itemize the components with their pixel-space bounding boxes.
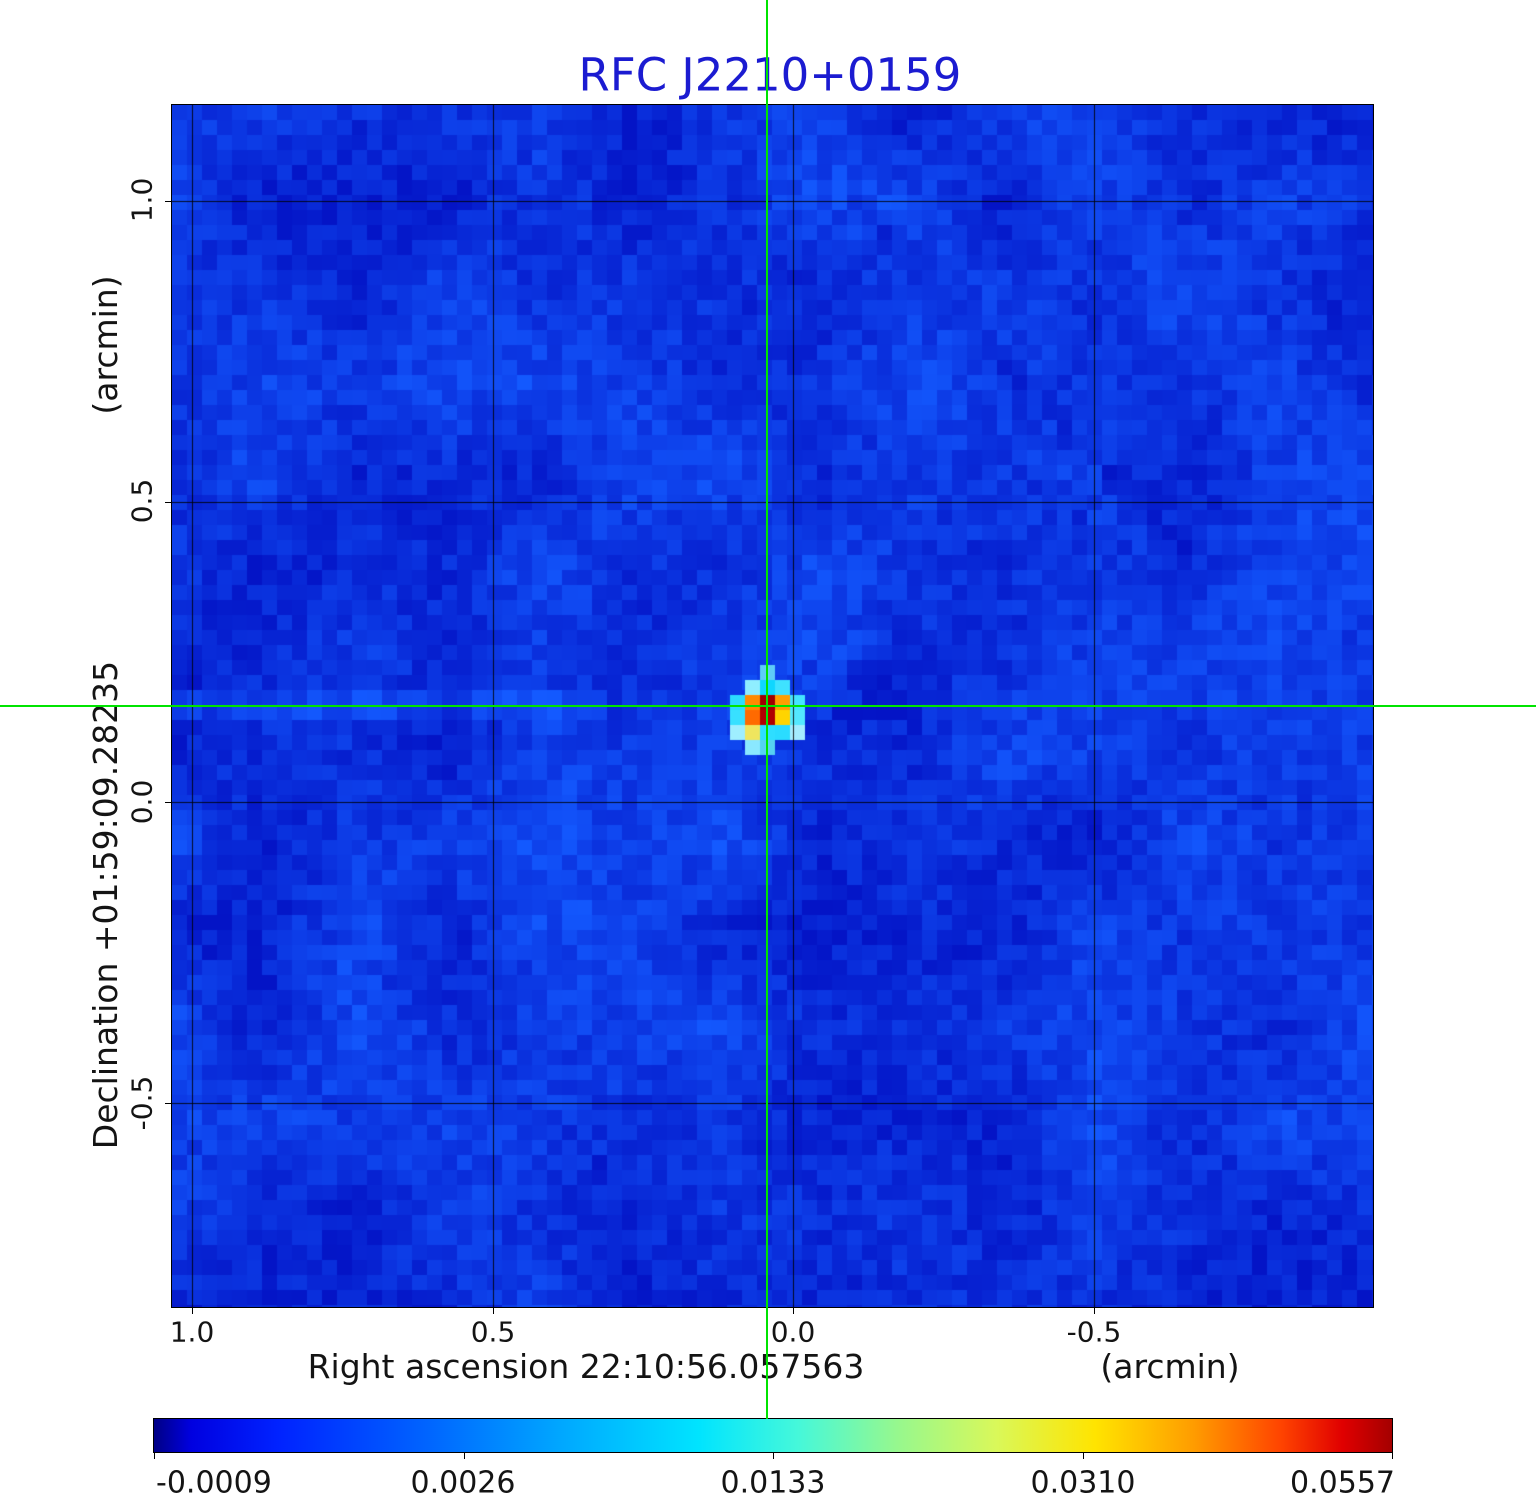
y-axis-label-text: Declination +01:59:09.28235 — [85, 660, 125, 1150]
y-tick-label: 0.0 — [125, 779, 159, 825]
colorbar-tick-label: 0.0133 — [720, 1465, 826, 1501]
tick-mark — [773, 1453, 774, 1459]
tick-mark — [192, 1308, 193, 1314]
y-tick-label: 0.5 — [125, 478, 159, 524]
x-axis-label-text: Right ascension 22:10:56.057563 — [307, 1346, 865, 1386]
tick-mark — [154, 1453, 155, 1459]
tick-mark — [1392, 1453, 1393, 1459]
x-tick-label: 0.5 — [470, 1315, 516, 1349]
x-axis-unit-text: (arcmin) — [1100, 1346, 1240, 1386]
x-tick-label: -0.5 — [1066, 1315, 1122, 1349]
y-tick-label: 1.0 — [125, 177, 159, 223]
crosshair-vertical-line — [766, 0, 768, 1419]
tick-mark — [793, 1308, 794, 1314]
colorbar-tick-label: 0.0310 — [1030, 1465, 1136, 1501]
tick-mark — [165, 1103, 171, 1104]
tick-mark — [165, 502, 171, 503]
x-tick-label: 0.0 — [770, 1315, 816, 1349]
colorbar — [153, 1418, 1393, 1453]
tick-mark — [165, 201, 171, 202]
colorbar-tick-label: -0.0009 — [156, 1465, 272, 1501]
tick-mark — [493, 1308, 494, 1314]
y-axis-unit-text: (arcmin) — [85, 275, 125, 415]
tick-mark — [1083, 1453, 1084, 1459]
colorbar-tick-label: 0.0026 — [410, 1465, 516, 1501]
plot-title-text: RFC J2210+0159 — [578, 48, 962, 102]
y-tick-label: -0.5 — [125, 1075, 159, 1131]
crosshair-horizontal-line — [0, 705, 1536, 707]
tick-mark — [165, 802, 171, 803]
tick-mark — [464, 1453, 465, 1459]
tick-mark — [1094, 1308, 1095, 1314]
colorbar-tick-label: 0.0557 — [1290, 1465, 1395, 1501]
x-tick-label: 1.0 — [169, 1315, 215, 1349]
